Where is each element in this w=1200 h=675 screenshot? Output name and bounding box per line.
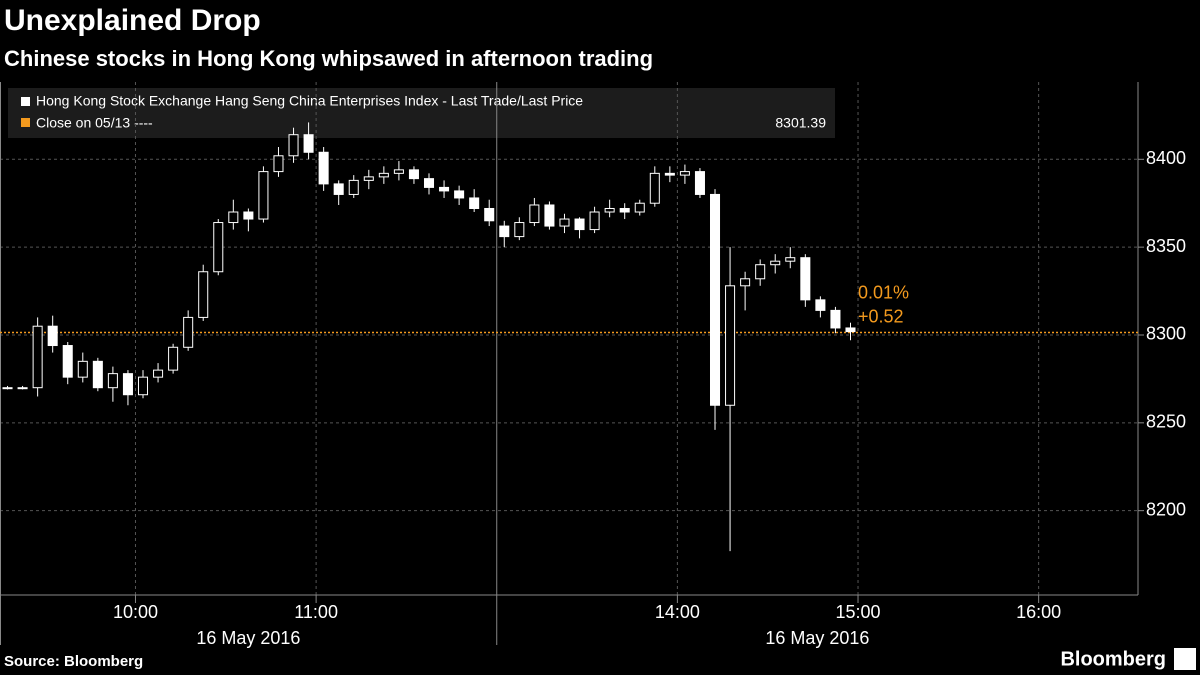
candle-body <box>709 193 721 406</box>
y-tick-label: 8250 <box>1146 412 1186 432</box>
candle-body <box>258 171 269 220</box>
y-tick-label: 8400 <box>1146 148 1186 168</box>
candle-body <box>213 222 224 273</box>
candle-body <box>725 285 736 406</box>
candle-body <box>830 309 841 329</box>
candle-body <box>694 171 705 195</box>
brand-icon <box>1174 648 1196 670</box>
candle-body <box>815 299 826 311</box>
candle-body <box>544 204 555 227</box>
y-tick-label: 8350 <box>1146 236 1186 256</box>
candle-body <box>122 373 133 396</box>
candle-body <box>649 172 660 204</box>
x-tick-label: 15:00 <box>835 602 880 622</box>
candle-body <box>62 345 73 378</box>
legend-box <box>8 88 835 138</box>
chart-title: Unexplained Drop <box>4 4 261 37</box>
y-tick-label: 8200 <box>1146 499 1186 519</box>
annotation: +0.52 <box>858 306 904 326</box>
candle-body <box>755 264 766 280</box>
candle-body <box>47 325 58 347</box>
candle-body <box>619 207 630 213</box>
candle-body <box>559 218 570 227</box>
candle-body <box>469 197 480 209</box>
candle-body <box>318 151 329 185</box>
candle-body <box>198 271 209 318</box>
candle-body <box>740 278 751 287</box>
source: Source: Bloomberg <box>4 653 143 670</box>
legend-swatch <box>21 97 30 106</box>
candle-body <box>92 360 103 389</box>
candle-body <box>393 169 404 174</box>
candle-body <box>333 183 344 195</box>
candle-body <box>243 211 254 220</box>
candle-body <box>785 257 796 262</box>
legend-swatch <box>21 118 30 127</box>
candle-body <box>770 260 781 266</box>
brand: Bloomberg <box>1060 648 1166 670</box>
candle-body <box>664 172 675 176</box>
candle-body <box>168 346 179 371</box>
candle-body <box>845 327 856 333</box>
candle-body <box>439 186 450 192</box>
candle-body <box>363 176 374 181</box>
candle-body <box>228 211 239 224</box>
candle-body <box>303 134 314 153</box>
legend-value: 8301.39 <box>775 115 826 131</box>
candle-body <box>378 172 389 178</box>
date-label: 16 May 2016 <box>196 628 300 648</box>
candle-body <box>273 155 284 173</box>
legend-label: Close on 05/13 ---- <box>36 115 153 131</box>
candle-body <box>484 207 495 222</box>
candle-body <box>348 179 359 195</box>
candle-body <box>679 171 690 176</box>
legend-label: Hong Kong Stock Exchange Hang Seng China… <box>36 93 583 109</box>
candle-body <box>800 257 811 301</box>
candle-body <box>408 169 419 180</box>
candle-body <box>32 325 43 389</box>
x-tick-label: 10:00 <box>113 602 158 622</box>
x-tick-label: 11:00 <box>294 602 338 622</box>
candle-body <box>574 218 585 231</box>
candle-body <box>288 134 299 157</box>
candle-body <box>589 211 600 231</box>
candle-body <box>423 178 435 188</box>
candle-body <box>17 387 28 390</box>
candle-body <box>77 360 88 378</box>
candle-body <box>529 204 540 224</box>
x-tick-label: 14:00 <box>655 602 700 622</box>
candle-body <box>137 376 149 396</box>
date-label: 16 May 2016 <box>765 628 869 648</box>
candle-body <box>107 373 118 389</box>
y-tick-label: 8300 <box>1146 324 1186 344</box>
candle-body <box>514 222 525 238</box>
candle-body <box>454 190 465 199</box>
candle-body <box>183 316 194 348</box>
candle-body <box>604 207 615 213</box>
candle-body <box>153 369 164 378</box>
chart-subtitle: Chinese stocks in Hong Kong whipsawed in… <box>4 46 653 71</box>
candle-body <box>634 202 645 213</box>
x-tick-label: 16:00 <box>1016 602 1061 622</box>
annotation: 0.01% <box>858 282 909 302</box>
candle-body <box>2 387 13 390</box>
candle-body <box>499 225 510 238</box>
